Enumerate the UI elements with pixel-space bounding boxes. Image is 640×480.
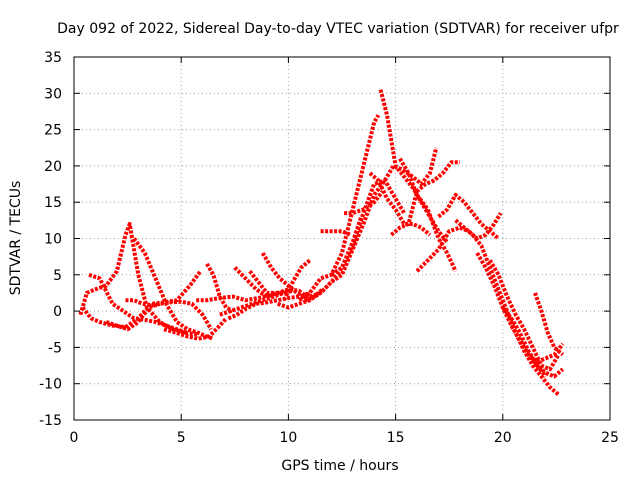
tick-labels: 0 5 10 15 20 25 -15 -10 -5 0 5 10 15 20 25 30 35 xyxy=(39,50,619,446)
series-arc-32 xyxy=(488,259,561,372)
series-arc-11 xyxy=(227,291,311,321)
series-arc-19 xyxy=(320,229,352,237)
y-tick-label: -5 xyxy=(48,340,62,356)
y-tick-label: 5 xyxy=(53,268,62,284)
series-arc-25 xyxy=(383,147,439,186)
series-arc-31 xyxy=(475,251,565,379)
axis-ticks xyxy=(73,56,611,421)
grid-lines xyxy=(74,57,610,420)
series-arc-17 xyxy=(297,114,381,302)
x-tick-label: 15 xyxy=(387,430,405,446)
chart-title: Day 092 of 2022, Sidereal Day-to-day VTE… xyxy=(57,21,619,37)
series-arc-35 xyxy=(533,292,565,357)
y-tick-label: 30 xyxy=(44,86,62,102)
series-arc-20 xyxy=(330,178,406,277)
series-arc-6 xyxy=(132,237,215,341)
y-tick-label: -15 xyxy=(39,413,62,429)
y-tick-label: 15 xyxy=(44,195,62,211)
series-arc-27 xyxy=(415,225,470,273)
x-tick-label: 0 xyxy=(70,430,79,446)
series-arc-26 xyxy=(398,157,458,273)
x-axis-title: GPS time / hours xyxy=(281,458,398,474)
series-arc-30 xyxy=(454,218,560,397)
series-arc-29 xyxy=(467,212,503,241)
y-tick-label: 25 xyxy=(44,123,62,139)
series-arc-18 xyxy=(309,179,387,299)
y-tick-label: 10 xyxy=(44,232,62,248)
x-tick-label: 25 xyxy=(601,430,619,446)
series-arc-4 xyxy=(105,301,161,332)
series-arc-8 xyxy=(205,262,234,313)
series-arc-24 xyxy=(390,160,460,237)
series-arc-34 xyxy=(501,306,548,378)
y-tick-label: 35 xyxy=(44,50,62,66)
y-tick-label: -10 xyxy=(39,377,62,393)
series-arc-16 xyxy=(282,258,312,302)
x-tick-label: 10 xyxy=(279,430,297,446)
x-tick-label: 5 xyxy=(177,430,186,446)
y-tick-label: 20 xyxy=(44,159,62,175)
series-arc-9 xyxy=(196,287,294,303)
series-arc-21 xyxy=(344,190,385,216)
series-arc-22 xyxy=(368,171,432,237)
y-tick-label: 0 xyxy=(53,304,62,320)
series-arc-28 xyxy=(437,192,500,241)
x-tick-label: 20 xyxy=(494,430,512,446)
series-layer xyxy=(78,89,565,397)
series-arc-13 xyxy=(248,269,294,295)
y-axis-title: SDTVAR / TECUs xyxy=(8,181,24,296)
series-arc-3 xyxy=(88,272,189,335)
series-arc-33 xyxy=(509,324,565,364)
